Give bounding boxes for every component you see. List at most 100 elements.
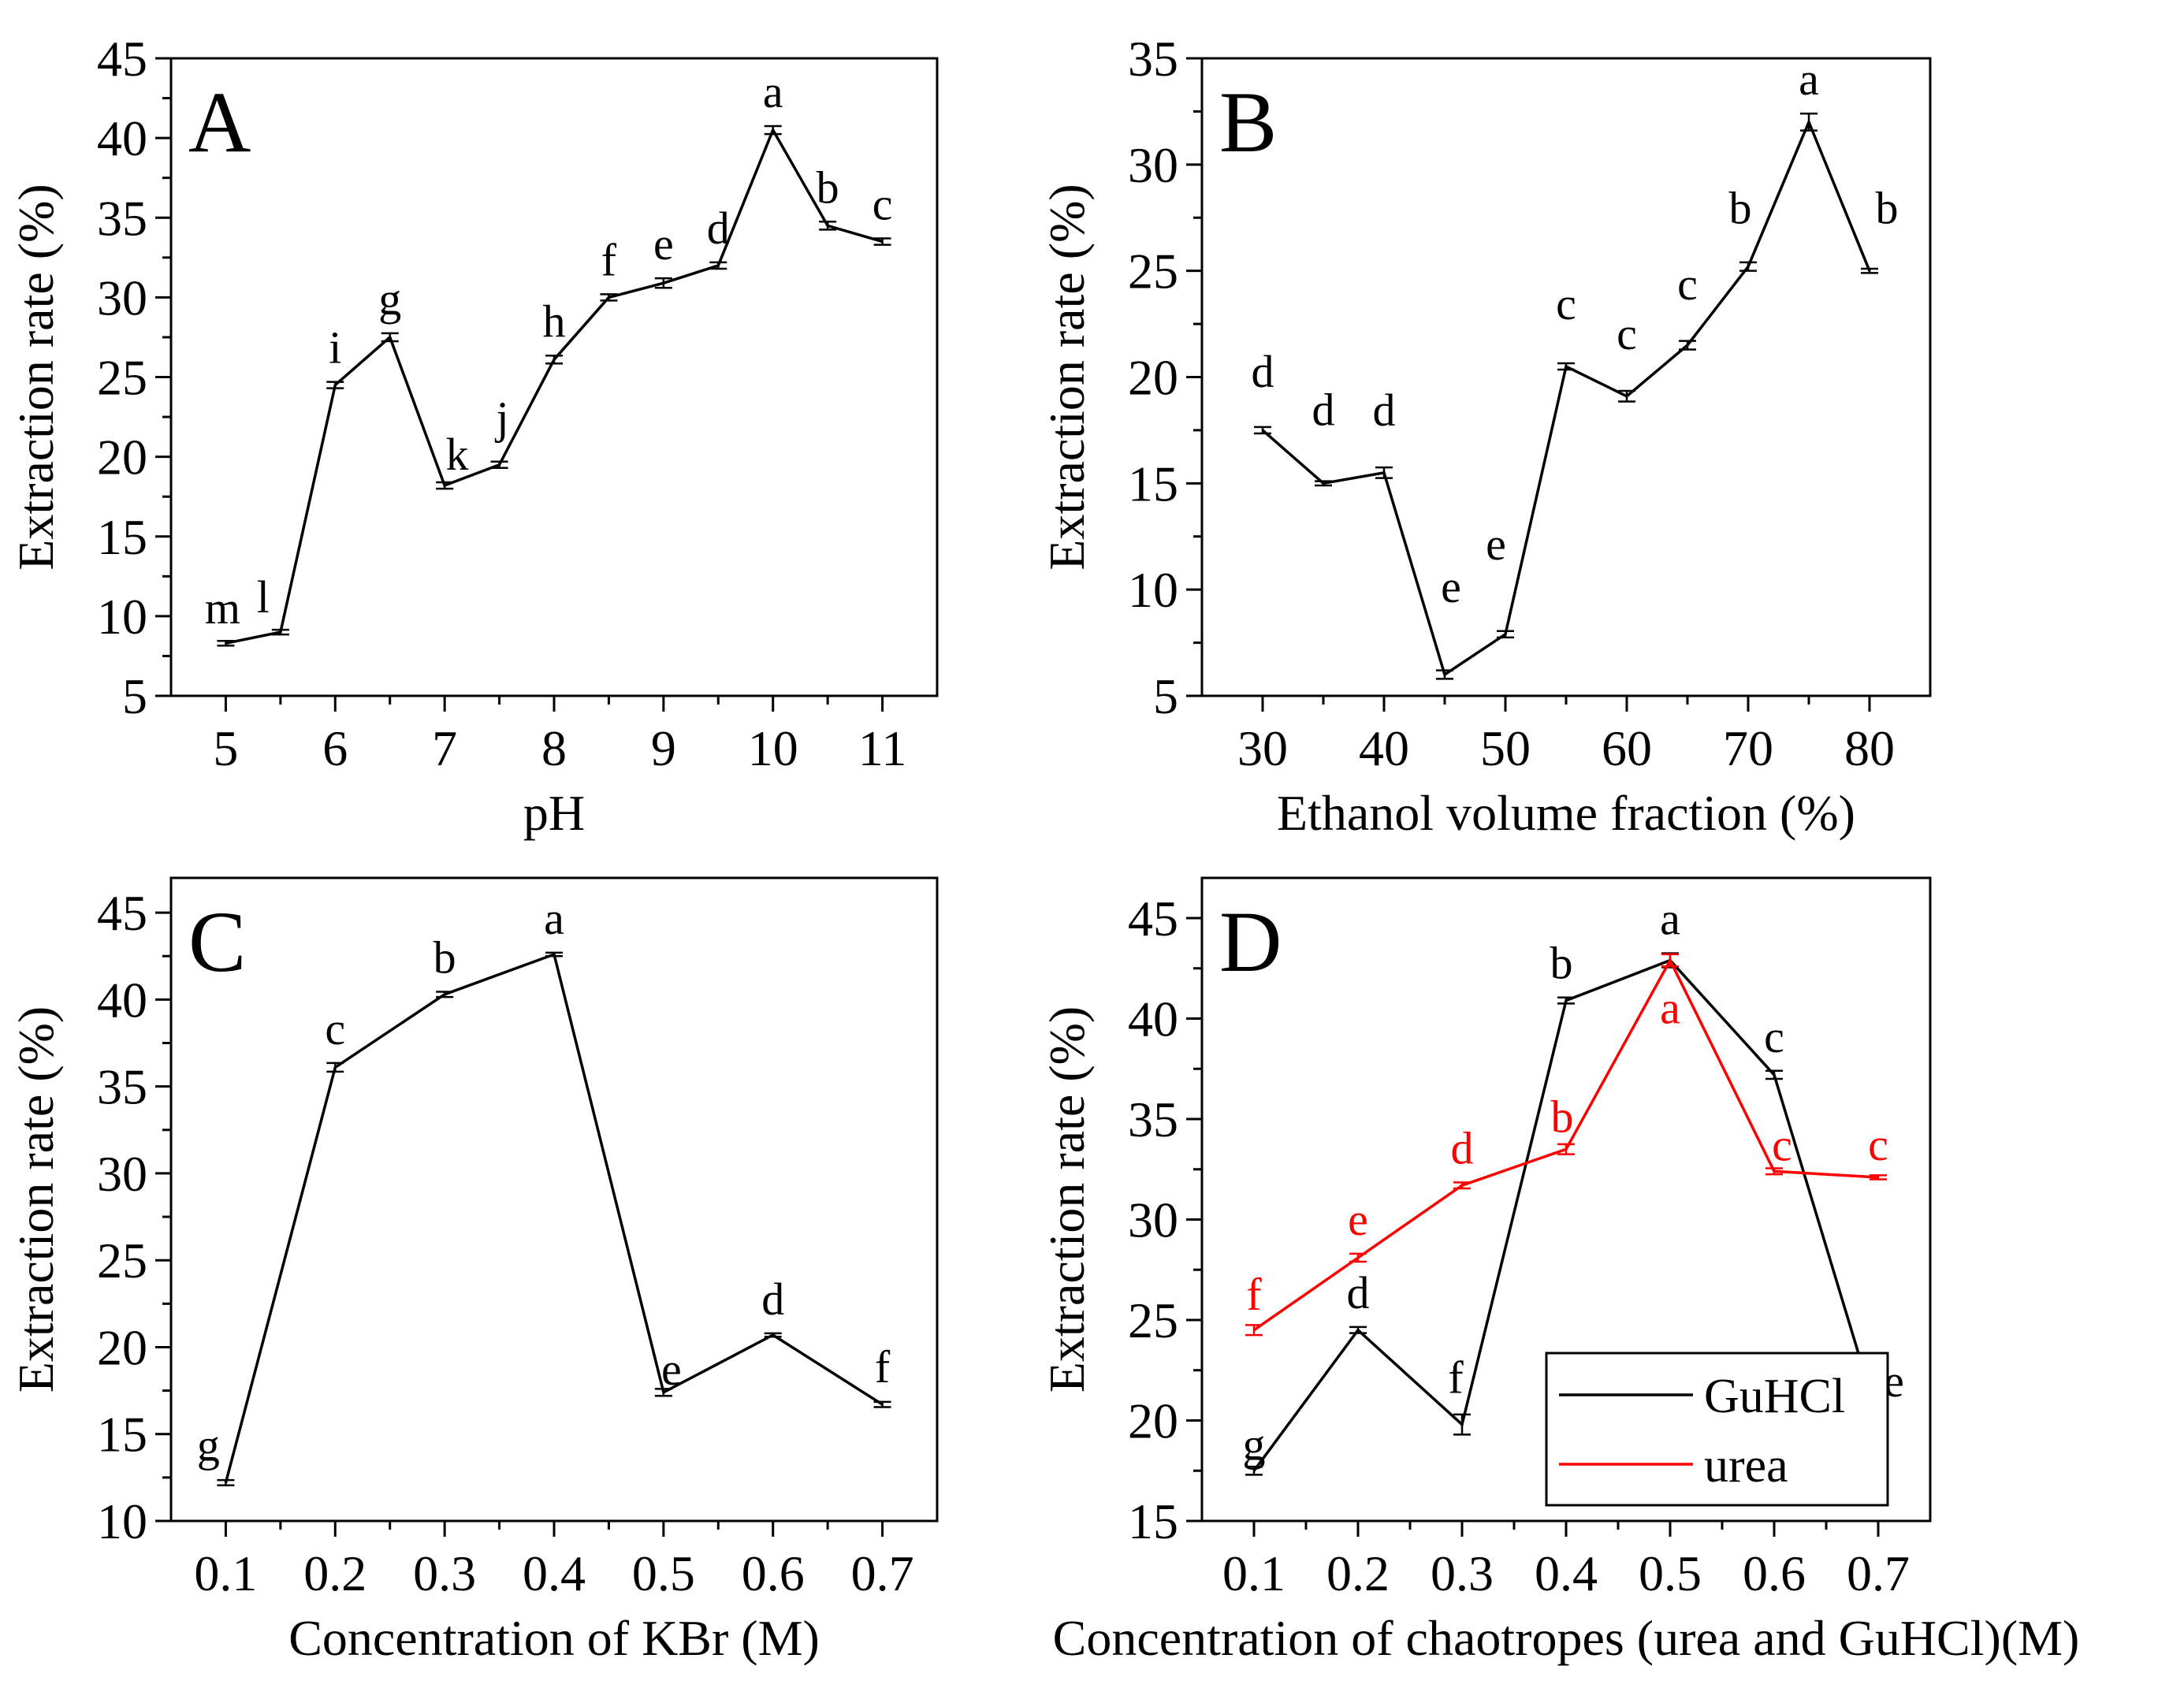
x-tick-label: 10: [748, 720, 798, 776]
significance-letter: b: [433, 931, 456, 983]
y-tick-label: 10: [97, 589, 147, 645]
significance-letter: c: [1677, 258, 1698, 310]
legend-label: GuHCl: [1704, 1370, 1845, 1423]
panel-d: 0.1 0.2 0.3 0.4 0.5 0.6 0.7 15 20 25 30 35 40 45 Conce…: [1039, 876, 2079, 1666]
significance-letter: e: [661, 1344, 682, 1395]
significance-letter: a: [763, 66, 783, 117]
significance-letter: d: [1312, 384, 1335, 435]
significance-letter: e: [1441, 561, 1461, 612]
significance-letter: c: [1764, 1011, 1784, 1062]
x-tick-label: 0.7: [1847, 1545, 1910, 1601]
y-tick-label: 20: [97, 429, 147, 485]
significance-letter: c: [1868, 1119, 1888, 1170]
significance-letter: f: [1246, 1269, 1262, 1320]
y-tick-label: 35: [1128, 1091, 1178, 1147]
panel-c: 0.1 0.2 0.3 0.4 0.5 0.6 0.7 10 15 20 25 30 35 40 45 Con…: [8, 876, 939, 1666]
significance-letter: d: [1451, 1122, 1474, 1173]
panel-label: C: [188, 894, 246, 990]
significance-letter: c: [325, 1003, 345, 1054]
significance-letter: e: [1348, 1194, 1368, 1245]
x-tick-label: 70: [1723, 720, 1773, 776]
series-line: [224, 952, 884, 1483]
significance-letter: f: [601, 234, 617, 285]
significance-letter: j: [495, 392, 509, 444]
panel-label: D: [1219, 894, 1282, 990]
x-tick-label: 0.4: [523, 1545, 586, 1601]
x-axis-label: Concentration of KBr (M): [288, 1610, 820, 1666]
legend: GuHCl urea: [1545, 1352, 1889, 1507]
significance-letter: m: [205, 582, 240, 634]
significance-letter: c: [1556, 278, 1576, 329]
y-axis-label: Extraction rate (%): [8, 1006, 64, 1393]
x-tick-label: 0.5: [632, 1545, 695, 1601]
x-tick-label: 0.7: [851, 1545, 914, 1601]
y-tick-label: 35: [97, 190, 147, 246]
y-tick-label: 40: [1128, 991, 1178, 1047]
series-extraction-rate: g c b a e d f: [197, 893, 891, 1487]
y-axis-label: Extraction rate (%): [8, 184, 64, 570]
x-tick-label: 0.3: [413, 1545, 476, 1601]
x-tick-label: 50: [1480, 720, 1531, 776]
y-tick-label: 45: [97, 31, 147, 87]
significance-letter: d: [761, 1274, 784, 1325]
significance-letter: f: [1448, 1352, 1464, 1404]
significance-letter: b: [1729, 182, 1752, 233]
x-tick-label: 6: [322, 720, 348, 776]
y-tick-label: 5: [122, 668, 147, 724]
y-tick-label: 20: [97, 1319, 147, 1375]
plot-frame: [169, 57, 939, 697]
y-tick-label: 20: [1128, 350, 1178, 406]
significance-letter: a: [1799, 54, 1819, 105]
x-axis-label: Ethanol volume fraction (%): [1277, 785, 1855, 841]
significance-letter: d: [1347, 1267, 1370, 1318]
y-tick-label: 30: [97, 270, 147, 325]
significance-letter: i: [329, 322, 341, 374]
significance-letter: d: [1373, 385, 1396, 436]
panel-b: 30 40 50 60 70 80 5 10 15 20 25 30 35 Ethanol volume …: [1039, 31, 1932, 841]
y-tick-label: 25: [97, 350, 147, 406]
y-tick-label: 15: [1128, 1493, 1178, 1549]
x-tick-label: 11: [858, 720, 907, 776]
significance-letter: a: [544, 893, 564, 944]
y-tick-label: 30: [97, 1146, 147, 1202]
significance-letter: c: [1617, 308, 1637, 359]
series-guhcl: g d f b a c e: [1243, 894, 1904, 1476]
significance-letter: k: [446, 429, 469, 480]
y-axis-label: Extraction rate (%): [1039, 1006, 1095, 1393]
y-tick-label: 30: [1128, 137, 1178, 193]
x-tick-label: 0.2: [303, 1545, 366, 1601]
x-tick-label: 0.2: [1326, 1545, 1390, 1601]
series-line: [1261, 118, 1871, 677]
y-tick-label: 5: [1153, 668, 1178, 724]
x-tick-label: 0.6: [1743, 1545, 1806, 1601]
y-tick-label: 15: [97, 509, 147, 565]
legend-label: urea: [1704, 1439, 1788, 1493]
x-tick-label: 0.3: [1431, 1545, 1494, 1601]
x-tick-label: 40: [1359, 720, 1409, 776]
y-tick-label: 25: [1128, 1292, 1178, 1348]
significance-letter: a: [1660, 894, 1680, 945]
series-line: [225, 126, 884, 645]
y-tick-label: 10: [97, 1493, 147, 1549]
plot-frame: [169, 876, 939, 1523]
significance-letter: a: [1660, 983, 1680, 1034]
significance-letter: g: [197, 1419, 220, 1471]
y-tick-label: 45: [97, 885, 147, 941]
x-tick-label: 0.4: [1535, 1545, 1598, 1601]
significance-letter: h: [543, 296, 566, 347]
significance-letter: b: [1876, 183, 1899, 234]
y-tick-label: 15: [1128, 455, 1178, 511]
y-tick-label: 35: [1128, 31, 1178, 87]
y-tick-label: 25: [1128, 244, 1178, 299]
x-tick-label: 5: [213, 720, 238, 776]
y-tick-label: 40: [97, 972, 147, 1028]
y-tick-label: 30: [1128, 1192, 1178, 1248]
significance-letter: c: [1772, 1119, 1792, 1170]
y-tick-label: 45: [1128, 891, 1178, 946]
y-tick-label: 35: [97, 1059, 147, 1115]
significance-letter: d: [1252, 346, 1274, 397]
x-tick-label: 8: [541, 720, 567, 776]
panel-label: B: [1219, 74, 1277, 170]
